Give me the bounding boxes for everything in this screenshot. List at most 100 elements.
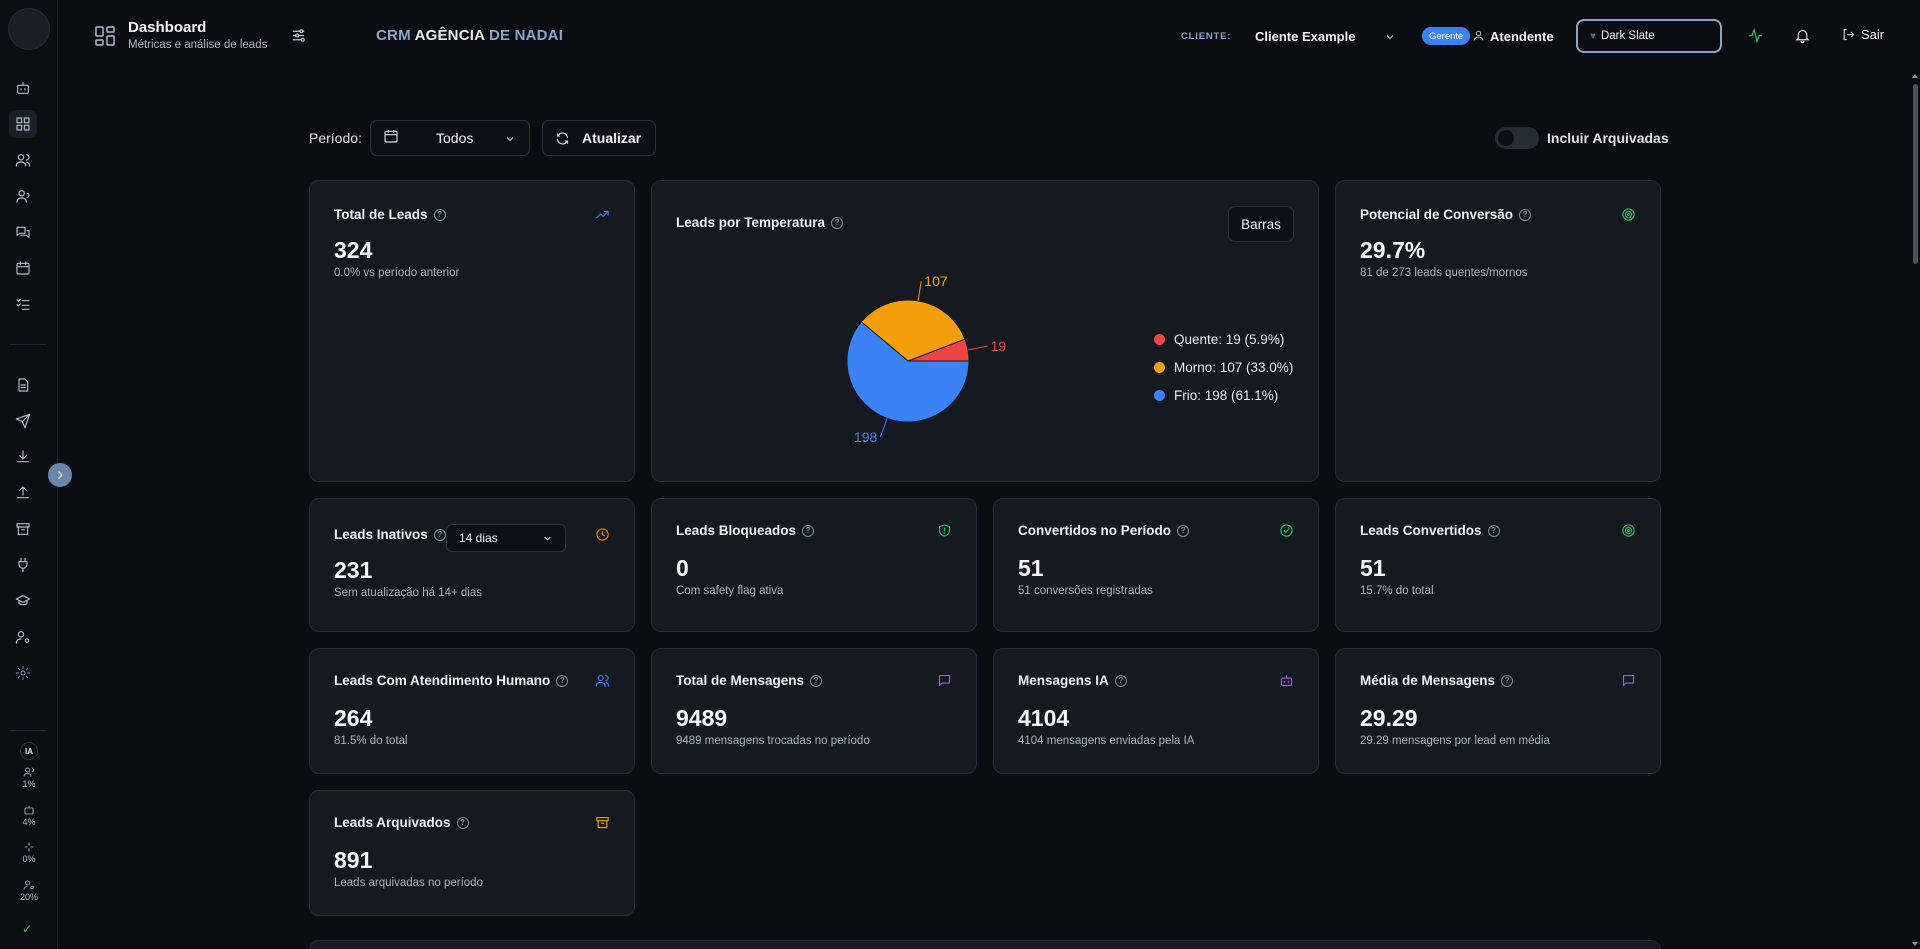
help-icon[interactable]: ? bbox=[1177, 524, 1190, 537]
sidebar-item-upload[interactable] bbox=[9, 479, 37, 507]
legend-label: Morno: 107 (33.0%) bbox=[1174, 359, 1294, 375]
crm-name-middle: AGÊNCIA bbox=[414, 27, 485, 44]
upload-icon bbox=[17, 486, 29, 499]
theme-value: Dark Slate bbox=[1600, 30, 1655, 42]
legend-item-frio: Frio: 198 (61.1%) bbox=[1154, 381, 1293, 409]
help-icon[interactable]: ? bbox=[433, 208, 446, 221]
card-title-text: Mensagens IA bbox=[1018, 673, 1109, 688]
sidebar-item-send[interactable] bbox=[9, 407, 37, 435]
pie-slice-frio[interactable] bbox=[846, 321, 970, 423]
pie-data-label: 198 bbox=[854, 429, 878, 445]
legend-item-morno: Morno: 107 (33.0%) bbox=[1154, 353, 1293, 381]
list-check-icon bbox=[16, 298, 30, 310]
card-description: 51 conversões registradas bbox=[1018, 585, 1153, 597]
chevron-right-icon bbox=[58, 471, 63, 479]
refresh-button[interactable]: Atualizar bbox=[542, 120, 656, 156]
help-icon[interactable]: ? bbox=[810, 674, 823, 687]
send-icon bbox=[15, 413, 31, 429]
sidebar-expand-button[interactable] bbox=[48, 463, 72, 487]
help-icon[interactable]: ? bbox=[1519, 208, 1532, 221]
card-title-text: Convertidos no Período bbox=[1018, 523, 1172, 538]
user-name[interactable]: Atendente bbox=[1490, 29, 1554, 44]
bell-icon[interactable] bbox=[1794, 27, 1811, 49]
sidebar-item-chats[interactable] bbox=[9, 218, 37, 246]
sidebar-item-tasks[interactable] bbox=[9, 290, 37, 318]
scroll-down-icon[interactable] bbox=[1912, 942, 1918, 946]
next-section-card bbox=[309, 940, 1661, 949]
period-select[interactable]: Todos bbox=[370, 120, 530, 156]
sidebar-item-documents[interactable] bbox=[9, 371, 37, 399]
help-icon[interactable]: ? bbox=[433, 528, 446, 541]
help-icon[interactable]: ? bbox=[1114, 674, 1127, 687]
page-scrollbar[interactable] bbox=[1910, 72, 1920, 949]
card-value: 51 bbox=[1360, 555, 1386, 581]
card-human-service: Leads Com Atendimento Humano? 264 81.5% … bbox=[309, 648, 635, 774]
pie-label-line bbox=[967, 345, 988, 351]
client-select[interactable]: Cliente Example bbox=[1246, 20, 1406, 52]
bot-icon bbox=[1279, 673, 1294, 693]
stat-value: 4% bbox=[22, 817, 36, 827]
sidebar-item-users[interactable] bbox=[9, 146, 37, 174]
logout-button[interactable]: Sair bbox=[1841, 27, 1884, 42]
bot-icon bbox=[24, 806, 34, 815]
chart-type-toggle-button[interactable]: Barras bbox=[1228, 206, 1294, 242]
help-icon[interactable]: ? bbox=[1501, 674, 1514, 687]
sidebar-item-user-settings[interactable] bbox=[9, 623, 37, 651]
card-title-text: Leads Convertidos bbox=[1360, 523, 1482, 538]
user-cog-icon bbox=[15, 631, 30, 644]
page-subtitle: Métricas e análise de leads bbox=[128, 39, 268, 51]
card-title: Leads Inativos? bbox=[334, 527, 446, 542]
scrollbar-thumb[interactable] bbox=[1913, 84, 1918, 264]
help-icon[interactable]: ? bbox=[802, 524, 815, 537]
sidebar-item-download[interactable] bbox=[9, 443, 37, 471]
calendar-icon bbox=[371, 128, 399, 149]
activity-icon[interactable] bbox=[1747, 27, 1764, 49]
card-avg-messages: Média de Mensagens? 29.29 29.29 mensagen… bbox=[1335, 648, 1661, 774]
chevron-down-icon bbox=[1386, 35, 1394, 40]
card-title-text: Potencial de Conversão bbox=[1360, 207, 1514, 222]
scroll-up-icon[interactable] bbox=[1912, 74, 1918, 78]
card-title-text: Leads por Temperatura bbox=[676, 215, 826, 230]
download-icon bbox=[17, 450, 29, 463]
sidebar-item-contacts[interactable] bbox=[9, 182, 37, 210]
avatar[interactable] bbox=[8, 8, 50, 50]
card-value: 324 bbox=[334, 237, 373, 263]
help-icon[interactable]: ? bbox=[456, 816, 469, 829]
card-title-text: Leads Bloqueados bbox=[676, 523, 797, 538]
document-icon bbox=[18, 378, 29, 392]
sidebar-item-archive[interactable] bbox=[9, 515, 37, 543]
include-archived-toggle[interactable] bbox=[1495, 127, 1539, 149]
card-title-text: Leads Arquivados bbox=[334, 815, 451, 830]
card-description: 29.29 mensagens por lead em média bbox=[1360, 735, 1550, 747]
card-value: 29.29 bbox=[1360, 705, 1418, 731]
logout-label: Sair bbox=[1861, 27, 1885, 42]
page-title: Dashboard bbox=[128, 19, 207, 36]
card-title: Convertidos no Período? bbox=[1018, 523, 1190, 538]
help-icon[interactable]: ? bbox=[831, 216, 844, 229]
card-value: 264 bbox=[334, 705, 373, 731]
card-converted-leads: Leads Convertidos? 51 15.7% do total bbox=[1335, 498, 1661, 632]
sidebar-item-calendar[interactable] bbox=[9, 254, 37, 282]
pie-label-line bbox=[917, 281, 922, 301]
legend-label: Quente: 19 (5.9%) bbox=[1174, 331, 1285, 347]
sidebar-item-integrations[interactable] bbox=[9, 551, 37, 579]
sliders-icon[interactable] bbox=[290, 27, 307, 49]
card-conversion-potential: Potencial de Conversão? 29.7% 81 de 273 … bbox=[1335, 180, 1661, 482]
card-inactive-leads: Leads Inativos? 14 dias 231 Sem atualiza… bbox=[309, 498, 635, 632]
sidebar-item-dashboard[interactable] bbox=[9, 110, 37, 138]
help-icon[interactable]: ? bbox=[1487, 524, 1500, 537]
card-description: 9489 mensagens trocadas no período bbox=[676, 735, 870, 747]
inactive-days-select[interactable]: 14 dias bbox=[446, 524, 566, 552]
sidebar-item-bot[interactable] bbox=[9, 74, 37, 102]
card-value: 9489 bbox=[676, 705, 728, 731]
card-value: 0 bbox=[676, 555, 689, 581]
card-converted-period: Convertidos no Período? 51 51 conversões… bbox=[993, 498, 1319, 632]
theme-select[interactable]: ♥ Dark Slate bbox=[1576, 19, 1722, 53]
sidebar-item-settings[interactable] bbox=[9, 659, 37, 687]
help-icon[interactable]: ? bbox=[556, 674, 569, 687]
crm-name-suffix: DE NADAI bbox=[488, 27, 564, 44]
stat-user-cog: 20% bbox=[0, 879, 58, 902]
card-title: Leads Com Atendimento Humano? bbox=[334, 673, 569, 688]
card-description: 0.0% vs período anterior bbox=[334, 267, 460, 279]
sidebar-item-training[interactable] bbox=[9, 587, 37, 615]
